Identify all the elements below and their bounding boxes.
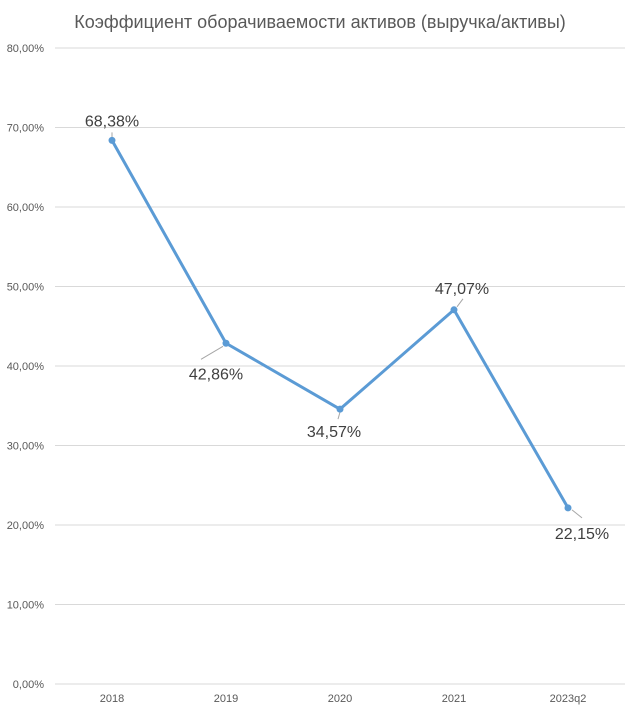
data-label: 22,15% (555, 526, 609, 543)
series-line (110, 138, 570, 510)
y-tick-label: 0,00% (13, 679, 44, 691)
chart-title: Коэффициент оборачиваемости активов (выр… (74, 12, 566, 32)
data-point (564, 504, 572, 512)
y-tick-label: 30,00% (7, 441, 45, 453)
data-label: 68,38% (85, 113, 139, 130)
x-tick-label: 2020 (328, 693, 352, 705)
leader-line (571, 509, 583, 519)
data-point-markers (108, 136, 572, 512)
leader-line (200, 345, 224, 360)
x-tick-label: 2023q2 (550, 693, 587, 705)
data-point (222, 339, 230, 347)
leader-line (456, 298, 464, 308)
y-tick-label: 20,00% (7, 520, 45, 532)
data-point (108, 136, 116, 144)
y-tick-label: 10,00% (7, 600, 45, 612)
data-label: 34,57% (307, 424, 361, 441)
x-tick-label: 2021 (442, 693, 466, 705)
x-tick-label: 2019 (214, 693, 238, 705)
y-tick-label: 60,00% (7, 202, 45, 214)
data-labels: 68,38% 42,86% 34,57% 47,07% 22,15% (85, 113, 609, 543)
x-tick-label: 2018 (100, 693, 124, 705)
data-label-leader-lines (111, 132, 583, 519)
data-point (450, 306, 458, 314)
x-axis-tick-labels: 2018 2019 2020 2021 2023q2 (100, 693, 587, 705)
gridlines (55, 47, 625, 685)
series-layer (110, 138, 570, 510)
y-tick-label: 80,00% (7, 43, 45, 55)
y-tick-label: 40,00% (7, 361, 45, 373)
data-label: 47,07% (435, 281, 489, 298)
data-label: 42,86% (189, 366, 243, 383)
data-point (336, 405, 344, 413)
y-axis-tick-labels: 0,00% 10,00% 20,00% 30,00% 40,00% 50,00% 60,00… (7, 43, 45, 691)
y-tick-label: 50,00% (7, 282, 45, 294)
leader-line (337, 412, 341, 420)
y-tick-label: 70,00% (7, 123, 45, 135)
